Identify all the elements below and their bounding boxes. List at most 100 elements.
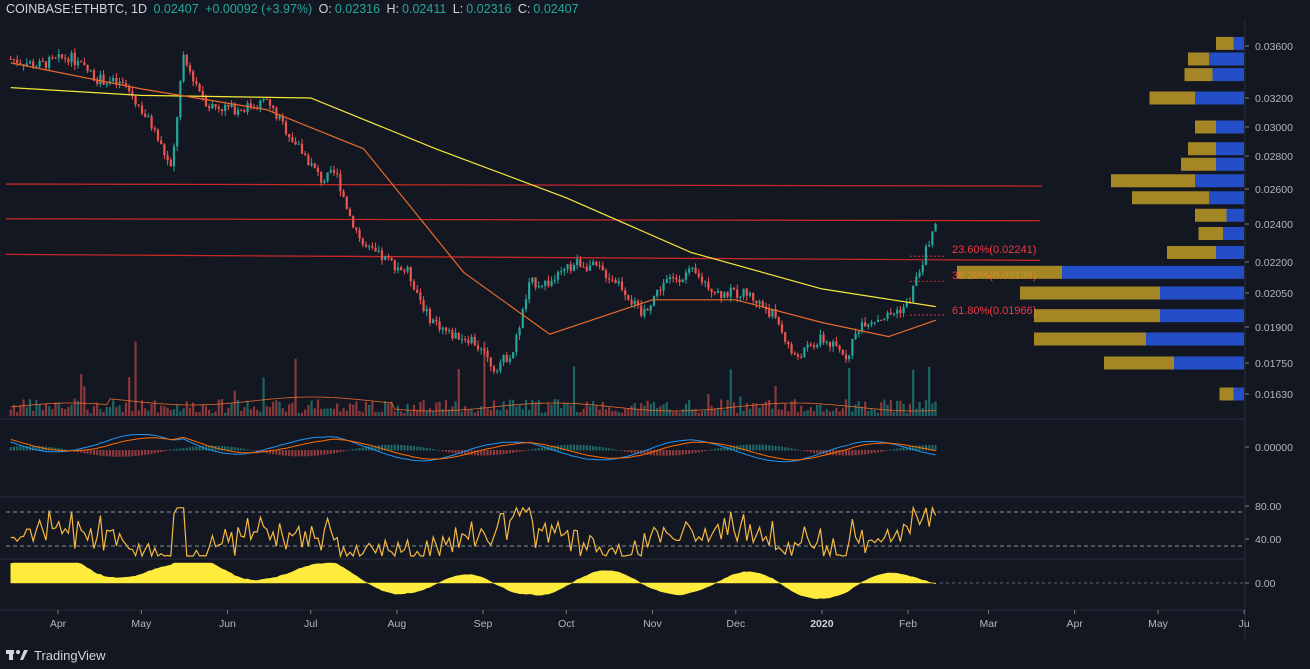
macd-histogram-bar: [534, 448, 537, 451]
price-axis-label: 0.03000: [1255, 122, 1293, 134]
volume-bar: [28, 399, 32, 416]
candle-body: [323, 181, 326, 183]
candle-body: [832, 341, 835, 347]
volume-bar: [905, 412, 908, 416]
price-axis-label: 0.02600: [1255, 184, 1293, 196]
candle-body: [131, 91, 134, 97]
macd-histogram-bar: [403, 445, 406, 451]
macd-histogram-bar: [348, 449, 351, 451]
macd-histogram-bar: [192, 446, 195, 451]
candle-body: [838, 345, 841, 350]
candle-body: [828, 342, 832, 347]
volume-bar: [156, 412, 160, 416]
macd-histogram-bar: [80, 450, 83, 453]
volume-bar: [86, 409, 89, 416]
symbol-label[interactable]: COINBASE:ETHBTC, 1D: [6, 2, 147, 16]
volume-profile-bar-blue: [1216, 246, 1244, 259]
volume-bar: [185, 401, 188, 416]
candle-body: [28, 61, 32, 64]
macd-histogram-bar: [486, 450, 489, 456]
volume-bar: [617, 412, 620, 416]
candle-body: [339, 173, 342, 192]
macd-histogram-bar: [902, 447, 905, 451]
macd-histogram-bar: [313, 450, 316, 456]
symbol-header: COINBASE:ETHBTC, 1D 0.02407 +0.00092 (+3…: [6, 2, 582, 18]
candle-body: [393, 260, 396, 271]
volume-profile-bar-blue: [1216, 120, 1244, 134]
candle-body: [246, 103, 249, 113]
candle-body: [313, 163, 316, 168]
volume-profile-bar-blue: [1209, 191, 1244, 205]
macd-histogram-bar: [281, 450, 284, 456]
macd-histogram-bar: [604, 447, 607, 451]
candle-body: [809, 344, 812, 346]
macd-histogram-bar: [332, 450, 335, 454]
candle-body: [230, 103, 233, 107]
low-label: L:: [452, 2, 464, 16]
macd-histogram-bar: [307, 450, 310, 457]
macd-histogram-bar: [451, 450, 454, 453]
volume-bar: [521, 409, 524, 416]
candle-body: [464, 339, 467, 341]
candle-body: [25, 63, 28, 66]
candle-body: [208, 106, 211, 109]
candle-body: [665, 279, 668, 284]
candle-body: [528, 282, 531, 300]
volume-profile-bar-blue: [1062, 265, 1244, 279]
candle-body: [547, 280, 550, 286]
macd-histogram-bar: [579, 444, 582, 451]
candle-body: [499, 362, 502, 371]
candle-body: [777, 317, 780, 325]
volume-bar: [108, 407, 112, 416]
candle-body: [76, 61, 80, 66]
macd-histogram-bar: [355, 448, 358, 451]
volume-bar: [208, 409, 211, 416]
volume-bar: [252, 406, 256, 416]
volume-bar: [880, 402, 883, 416]
tradingview-branding[interactable]: TradingView: [6, 644, 106, 666]
candle-body: [534, 277, 537, 288]
candle-body: [806, 344, 809, 348]
candle-body: [374, 247, 377, 252]
macd-histogram-bar: [643, 450, 646, 455]
macd-histogram-bar: [396, 444, 399, 451]
macd-histogram-bar: [38, 446, 41, 451]
candle-body: [176, 117, 179, 147]
macd-histogram-bar: [243, 448, 246, 451]
volume-bar: [83, 386, 86, 416]
macd-histogram-bar: [537, 447, 540, 451]
macd-histogram-bar: [931, 444, 934, 451]
volume-bar: [851, 411, 854, 416]
volume-bar: [128, 377, 131, 416]
candle-body: [835, 341, 838, 346]
horizontal-line: [5, 218, 1041, 222]
volume-bar: [57, 402, 60, 416]
candle-body: [771, 308, 774, 317]
volume-bar: [480, 406, 483, 416]
candle-body: [870, 322, 873, 325]
macd-histogram-bar: [883, 450, 886, 452]
macd-histogram-bar: [729, 446, 732, 451]
macd-histogram-bar: [256, 450, 259, 452]
macd-histogram-bar: [499, 450, 502, 455]
candle-body: [716, 291, 720, 293]
macd-histogram-bar: [22, 446, 25, 451]
volume-bar: [620, 412, 624, 416]
volume-profile-bar-gold: [1034, 309, 1160, 323]
candle-body: [736, 289, 739, 298]
volume-bar: [812, 411, 816, 416]
macd-histogram-bar: [560, 445, 563, 451]
volume-bar: [608, 407, 611, 416]
macd-histogram-bar: [665, 450, 668, 456]
candle-body: [518, 328, 521, 336]
close-label: C:: [517, 2, 531, 16]
candle-body: [512, 352, 515, 359]
volume-bar: [313, 408, 316, 416]
candle-body: [249, 103, 252, 108]
volume-bar: [934, 401, 937, 416]
candle-body: [438, 321, 441, 330]
volume-bar: [560, 408, 563, 416]
macd-histogram-bar: [892, 449, 895, 451]
macd-histogram-bar: [441, 450, 444, 452]
